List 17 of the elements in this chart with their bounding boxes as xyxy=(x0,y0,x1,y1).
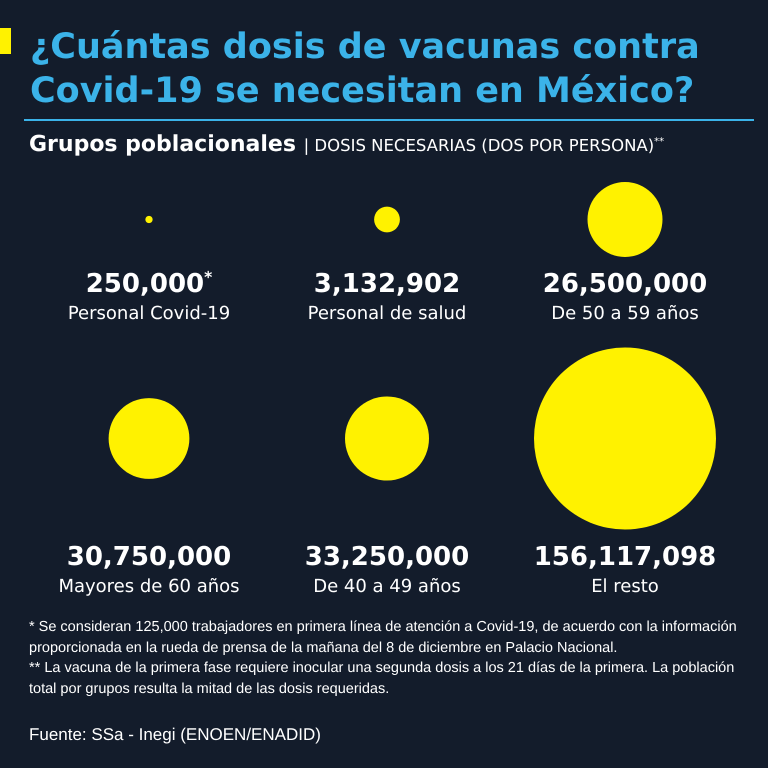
category-label: Personal de salud xyxy=(306,302,468,326)
data-label: 156,117,098 xyxy=(532,540,718,572)
text: Grupos poblacionales | DOSIS NECESARIAS (DOS POR PERSONA)$^{**}$ xyxy=(29,132,664,157)
data-label: 3,132,902 xyxy=(312,268,462,300)
category-label: De 40 a 49 años xyxy=(312,574,462,598)
data-label: 33,250,000 xyxy=(304,540,470,572)
category-label: El resto xyxy=(590,574,660,598)
text: ** La vacuna de la primera fase requiere inocular una segunda dosis a los 21 días de la primera. La población total por grupos resulta la mitad de las dosis requeridas. xyxy=(29,659,736,698)
data-label: 250,000$^{*}$ xyxy=(84,268,214,300)
source-note: Fuente: SSa - Inegi (ENOEN/ENADID) xyxy=(29,724,321,746)
category-label: Mayores de 60 años xyxy=(57,574,241,598)
data-label: 30,750,000 xyxy=(66,540,232,572)
text: ¿Cuántas dosis de vacunas contra Covid-19 se necesitan en México? xyxy=(30,26,701,113)
category-label: Personal Covid-19 xyxy=(66,302,232,326)
text: * Se consideran 125,000 trabajadores en primera línea de atención a Covid-19, de acuerdo con la información proporcionada en la rueda de prensa de la mañana del 8 de diciembre en Palacio Nacional. xyxy=(29,618,738,658)
data-label: 26,500,000 xyxy=(542,268,708,300)
category-label: De 50 a 59 años xyxy=(550,302,700,326)
